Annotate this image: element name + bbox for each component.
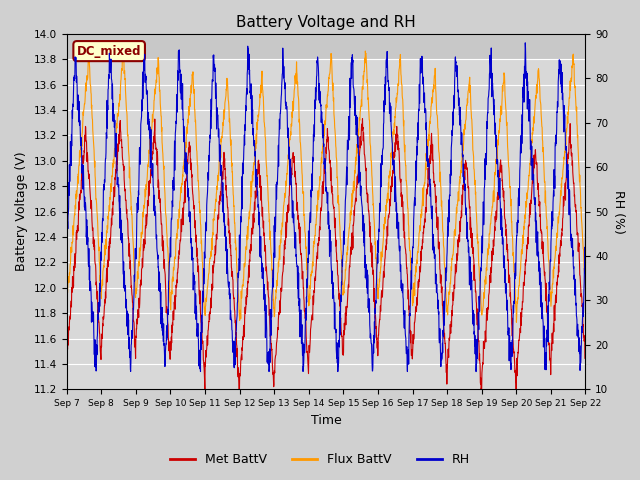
RH xyxy=(567,231,575,237)
RH xyxy=(567,238,575,243)
X-axis label: Time: Time xyxy=(310,414,341,427)
Line: Met BattV: Met BattV xyxy=(67,119,586,400)
RH xyxy=(316,97,323,103)
RH xyxy=(89,319,97,324)
Legend: Met BattV, Flux BattV, RH: Met BattV, Flux BattV, RH xyxy=(165,448,475,471)
RH xyxy=(582,231,589,237)
Met BattV xyxy=(582,341,589,347)
Line: RH: RH xyxy=(67,43,586,372)
Bar xyxy=(67,34,586,60)
Title: Battery Voltage and RH: Battery Voltage and RH xyxy=(236,15,416,30)
RH xyxy=(63,244,70,250)
Flux BattV xyxy=(89,131,97,136)
RH xyxy=(522,40,529,46)
Met BattV xyxy=(63,346,70,352)
Text: DC_mixed: DC_mixed xyxy=(77,45,141,58)
Y-axis label: Battery Voltage (V): Battery Voltage (V) xyxy=(15,152,28,272)
Line: Flux BattV: Flux BattV xyxy=(67,51,586,322)
Flux BattV xyxy=(472,192,479,197)
Flux BattV xyxy=(63,300,70,306)
Met BattV xyxy=(358,116,366,121)
RH xyxy=(196,369,204,374)
Y-axis label: RH (%): RH (%) xyxy=(612,190,625,234)
Flux BattV xyxy=(582,288,589,293)
RH xyxy=(301,318,309,324)
Flux BattV xyxy=(301,229,309,235)
Met BattV xyxy=(513,397,520,403)
Met BattV xyxy=(567,142,575,147)
Met BattV xyxy=(301,315,309,321)
Flux BattV xyxy=(567,78,575,84)
Met BattV xyxy=(89,228,97,234)
Met BattV xyxy=(472,289,479,295)
RH xyxy=(472,336,479,342)
Flux BattV xyxy=(362,48,369,54)
Met BattV xyxy=(315,235,323,240)
Flux BattV xyxy=(567,78,575,84)
Flux BattV xyxy=(513,319,520,325)
Flux BattV xyxy=(315,193,323,199)
Met BattV xyxy=(567,145,575,151)
